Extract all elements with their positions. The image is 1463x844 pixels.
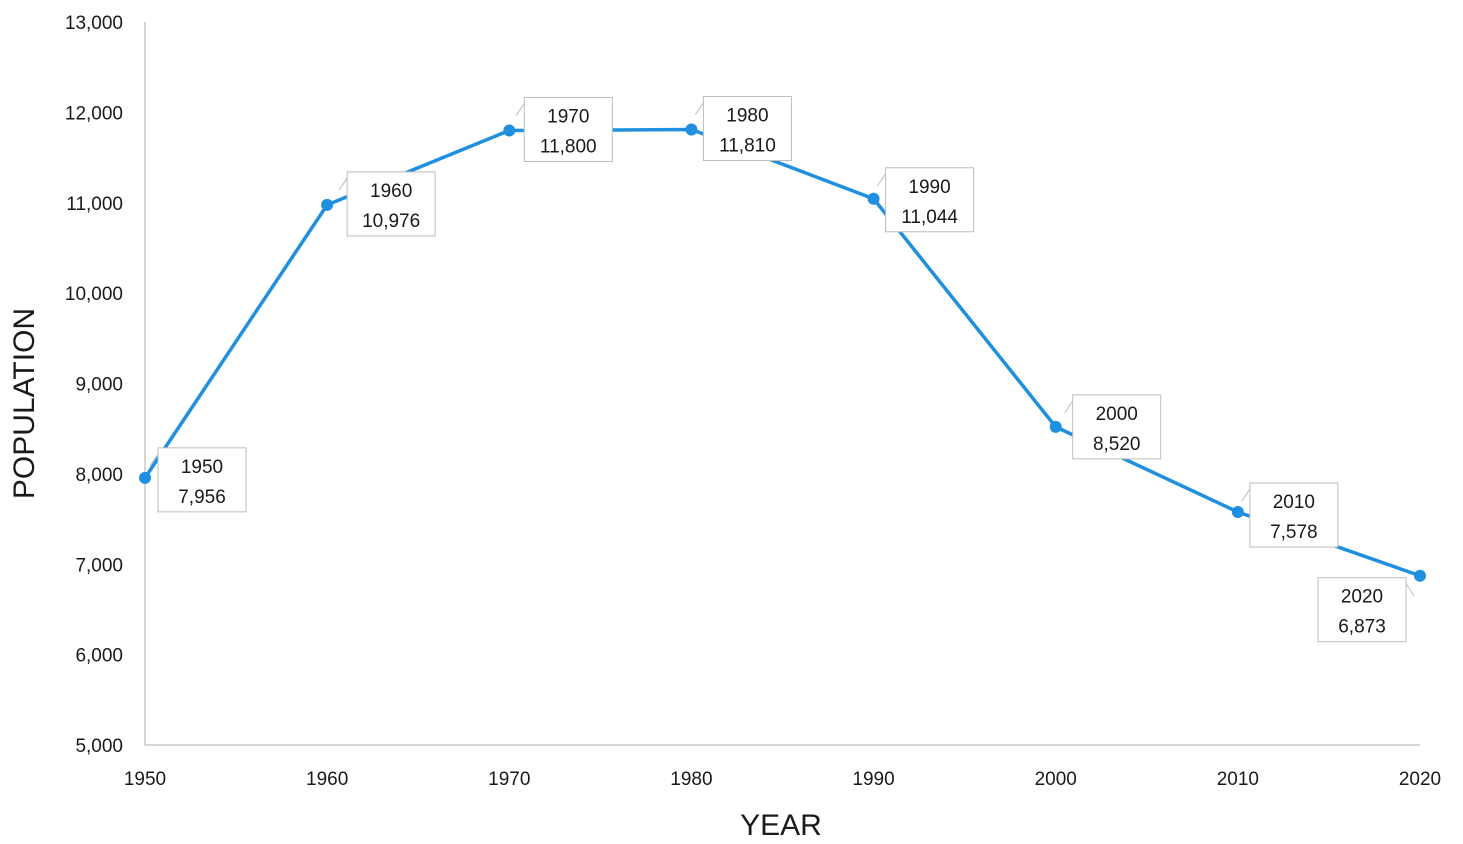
- y-tick-label: 13,000: [65, 13, 123, 34]
- x-tick-label: 2010: [1217, 769, 1259, 790]
- data-label-leader: [1064, 400, 1074, 414]
- data-point-marker: [867, 192, 880, 205]
- data-label-callout: 1960 10,976: [338, 171, 436, 237]
- data-label-value: 6,873: [1338, 617, 1386, 638]
- data-label-leader: [1405, 583, 1415, 597]
- x-tick-label: 1990: [852, 769, 894, 790]
- data-label-value: 11,800: [540, 136, 597, 157]
- data-label-value: 10,976: [362, 211, 420, 232]
- data-label-callout: 1970 11,800: [515, 96, 613, 162]
- data-label-callout: 2020 6,873: [1317, 577, 1415, 643]
- y-tick-label: 6,000: [75, 646, 123, 667]
- population-series-line: [143, 127, 1422, 578]
- y-axis-title: POPULATION: [8, 308, 41, 499]
- y-tick-label: 12,000: [65, 103, 123, 124]
- data-label-year: 2020: [1341, 587, 1383, 608]
- data-label-callout: 1990 11,044: [877, 167, 975, 233]
- data-point-marker: [1231, 506, 1244, 519]
- x-tick-label: 2020: [1399, 769, 1441, 790]
- axes: [144, 22, 1420, 746]
- x-axis-title: YEAR: [740, 809, 822, 842]
- y-tick-label: 10,000: [65, 284, 123, 305]
- data-point-marker: [503, 124, 516, 137]
- data-label-layer: 19507,956196010,976197011,800198011,8101…: [149, 96, 1415, 643]
- y-tick-label: 11,000: [66, 194, 123, 215]
- data-label-year: 2010: [1273, 492, 1315, 513]
- data-label-leader: [515, 103, 525, 116]
- data-label-value: 11,044: [901, 207, 958, 228]
- y-tick-label: 8,000: [75, 465, 123, 486]
- data-label-callout: 1980 11,810: [695, 96, 792, 162]
- data-point-marker: [139, 471, 151, 484]
- data-label-year: 1980: [726, 106, 768, 127]
- data-label-leader: [877, 173, 886, 187]
- data-label-box: [885, 167, 975, 233]
- data-label-year: 1960: [370, 181, 412, 202]
- data-point-marker: [685, 123, 698, 136]
- data-label-box: [1317, 577, 1407, 643]
- x-tick-label: 1950: [124, 769, 166, 790]
- x-tick-label: 2000: [1035, 769, 1077, 790]
- series-layer: [139, 123, 1426, 582]
- data-label-box: [346, 171, 436, 237]
- data-label-leader: [149, 453, 159, 467]
- data-point-marker: [321, 198, 334, 211]
- data-label-value: 7,578: [1270, 522, 1318, 543]
- data-label-callout: 1950 7,956: [149, 447, 247, 513]
- y-tick-label: 5,000: [75, 736, 123, 757]
- data-label-value: 11,810: [719, 136, 776, 157]
- data-label-year: 1970: [547, 106, 589, 127]
- x-axis-ticks: 1950 1960 1970 1980 1990 2000 2010 2020: [124, 769, 1441, 790]
- data-label-leader: [338, 177, 348, 191]
- data-label-box: [157, 447, 247, 513]
- data-label-callout: 2010 7,578: [1241, 482, 1339, 548]
- y-tick-label: 9,000: [75, 375, 123, 396]
- data-label-leader: [1241, 488, 1251, 502]
- x-tick-label: 1960: [306, 769, 348, 790]
- data-label-box: [1072, 394, 1162, 460]
- x-tick-label: 1980: [670, 769, 712, 790]
- y-tick-label: 7,000: [75, 555, 123, 576]
- y-axis-ticks: 5,000 6,000 7,000 8,000 9,000 10,000 11,000 12,…: [65, 13, 123, 757]
- data-label-callout: 2000 8,520: [1064, 394, 1162, 460]
- data-label-year: 1990: [908, 177, 950, 198]
- data-label-value: 8,520: [1093, 434, 1141, 455]
- data-label-box: [1249, 482, 1339, 548]
- data-label-year: 1950: [181, 457, 223, 478]
- data-label-box: [702, 96, 792, 162]
- data-label-box: [523, 96, 613, 162]
- x-tick-label: 1970: [488, 769, 530, 790]
- data-point-marker: [1049, 420, 1062, 433]
- data-label-value: 7,956: [178, 487, 226, 508]
- data-label-year: 2000: [1096, 404, 1138, 425]
- data-point-marker: [1414, 569, 1426, 582]
- data-label-leader: [695, 102, 704, 115]
